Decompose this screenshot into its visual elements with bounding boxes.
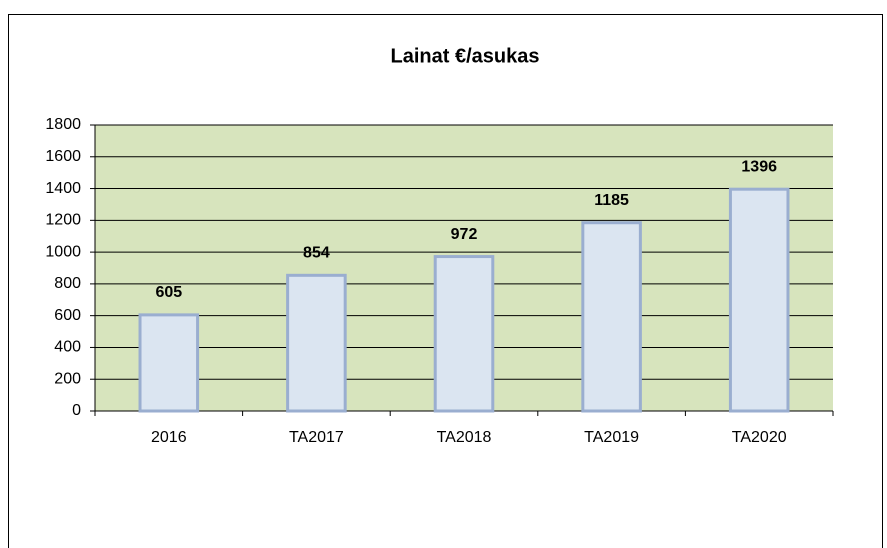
x-tick-label: TA2020 — [732, 429, 787, 446]
y-tick-label: 1400 — [45, 180, 81, 197]
data-label: 605 — [155, 284, 182, 301]
bar — [728, 187, 790, 413]
data-label: 1185 — [594, 192, 629, 209]
bar — [138, 313, 200, 413]
y-tick-label: 600 — [54, 307, 81, 324]
y-tick-label: 1200 — [45, 212, 81, 229]
y-tick-label: 1000 — [45, 243, 81, 260]
data-label: 1396 — [741, 158, 777, 175]
bar — [433, 255, 495, 413]
x-tick-label: TA2017 — [289, 429, 344, 446]
chart-title: Lainat €/asukas — [391, 45, 540, 67]
y-tick-label: 1800 — [45, 116, 81, 133]
x-tick-label: TA2019 — [584, 429, 639, 446]
bar — [286, 273, 347, 413]
data-label: 854 — [303, 245, 330, 262]
data-label: 972 — [451, 226, 478, 243]
y-tick-label: 400 — [54, 339, 81, 356]
y-tick-label: 200 — [54, 370, 81, 387]
y-tick-label: 0 — [72, 402, 81, 419]
x-tick-label: TA2018 — [437, 429, 492, 446]
y-tick-label: 1600 — [45, 148, 81, 165]
x-tick-label: 2016 — [151, 429, 187, 446]
bar — [581, 221, 642, 413]
y-tick-label: 800 — [54, 275, 81, 292]
